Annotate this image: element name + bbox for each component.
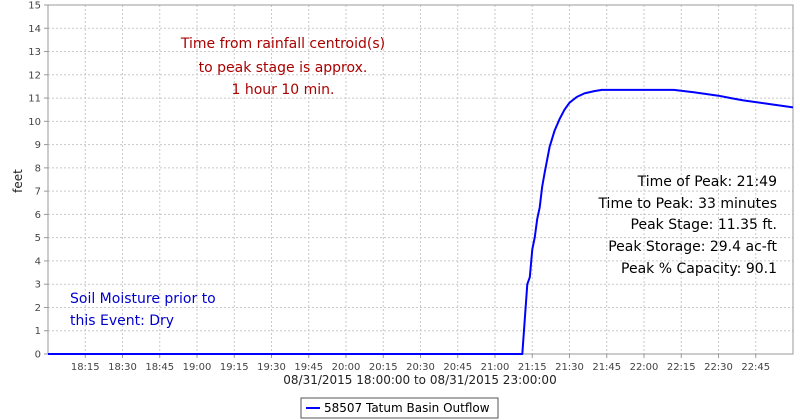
x-tick-label: 18:45 bbox=[145, 362, 174, 373]
legend-label: 58507 Tatum Basin Outflow bbox=[324, 401, 490, 415]
y-tick-label: 12 bbox=[28, 70, 41, 81]
annotation-soil-moisture: Soil Moisture prior to this Event: Dry bbox=[70, 291, 216, 329]
x-axis-label: 08/31/2015 18:00:00 to 08/31/2015 23:00:… bbox=[283, 373, 556, 387]
gridlines bbox=[48, 4, 793, 355]
x-tick-label: 22:45 bbox=[741, 362, 770, 373]
y-tick-label: 4 bbox=[35, 256, 41, 267]
y-tick-label: 2 bbox=[35, 303, 41, 314]
x-tick-label: 19:00 bbox=[183, 362, 212, 373]
annotation-time-to-peak: Time to Peak: 33 minutes bbox=[597, 196, 777, 212]
y-tick-label: 0 bbox=[35, 350, 41, 361]
annotation-peak-capacity: Peak % Capacity: 90.1 bbox=[621, 261, 777, 277]
legend-box bbox=[300, 397, 499, 419]
series-line-tatum-basin-outflow bbox=[48, 88, 794, 355]
annotation-peak-stage: Peak Stage: 11.35 ft. bbox=[631, 217, 777, 233]
x-tick-label: 18:30 bbox=[108, 362, 137, 373]
annotation-time-of-peak: Time of Peak: 21:49 bbox=[637, 174, 777, 190]
x-tick-label: 22:15 bbox=[667, 362, 696, 373]
y-tick-label: 5 bbox=[35, 233, 41, 244]
x-tick-label: 21:45 bbox=[592, 362, 621, 373]
x-tick-label: 19:45 bbox=[294, 362, 323, 373]
x-tick-label: 21:00 bbox=[481, 362, 510, 373]
y-tick-label: 7 bbox=[35, 187, 41, 198]
x-tick-label: 18:15 bbox=[71, 362, 100, 373]
annotation-centroid: Time from rainfall centroid(s) to peak s… bbox=[180, 36, 385, 98]
y-tick-label: 8 bbox=[35, 163, 41, 174]
x-tick-label: 21:15 bbox=[518, 362, 547, 373]
y-tick-label: 10 bbox=[28, 117, 41, 128]
x-tick-label: 20:45 bbox=[443, 362, 472, 373]
y-tick-label: 3 bbox=[35, 280, 41, 291]
x-tick-label: 19:30 bbox=[257, 362, 286, 373]
y-tick-label: 13 bbox=[28, 47, 41, 58]
x-tick-label: 22:30 bbox=[704, 362, 733, 373]
annotation-peak-storage: Peak Storage: 29.4 ac-ft bbox=[608, 239, 777, 255]
y-tick-label: 6 bbox=[35, 210, 41, 221]
annotation-centroid-line-2: to peak stage is approx. bbox=[199, 60, 368, 76]
x-tick-label: 20:00 bbox=[332, 362, 361, 373]
y-axis-label: feet bbox=[11, 169, 25, 193]
y-tick-label: 1 bbox=[35, 326, 41, 337]
x-tick-labels: 18:15 18:30 18:45 19:00 19:15 19:30 19:45 20:00… bbox=[71, 362, 770, 373]
x-tick-label: 19:15 bbox=[220, 362, 249, 373]
annotation-soil-line-2: this Event: Dry bbox=[70, 313, 174, 329]
annotation-peak-stats: Time of Peak: 21:49 Time to Peak: 33 min… bbox=[597, 174, 777, 277]
x-tick-label: 21:30 bbox=[555, 362, 584, 373]
axis-ticks bbox=[44, 4, 757, 358]
x-tick-label: 20:30 bbox=[406, 362, 435, 373]
x-tick-label: 22:00 bbox=[630, 362, 659, 373]
y-tick-label: 11 bbox=[28, 94, 41, 105]
x-tick-label: 20:15 bbox=[369, 362, 398, 373]
y-tick-label: 15 bbox=[28, 1, 41, 12]
legend: 58507 Tatum Basin Outflow bbox=[300, 397, 499, 419]
y-tick-label: 9 bbox=[35, 140, 41, 151]
annotation-soil-line-1: Soil Moisture prior to bbox=[70, 291, 216, 307]
y-tick-label: 14 bbox=[28, 24, 41, 35]
annotation-centroid-line-3: 1 hour 10 min. bbox=[232, 82, 335, 98]
annotation-centroid-line-1: Time from rainfall centroid(s) bbox=[180, 36, 385, 52]
